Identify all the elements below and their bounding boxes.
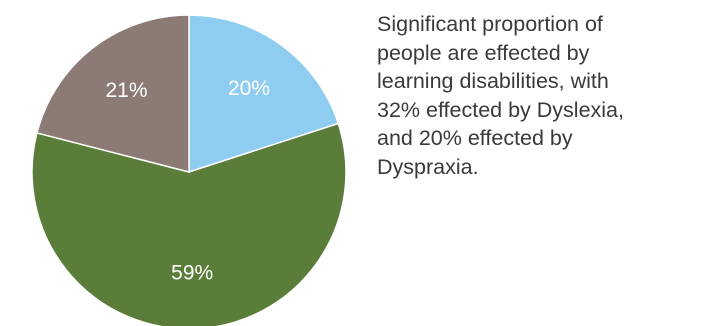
caption-line: people are effected by — [377, 40, 590, 65]
slice-value-label: 21% — [105, 79, 147, 102]
caption-line: Significant proportion of — [377, 12, 603, 36]
slice-value-label: 20% — [228, 77, 270, 100]
pie-slice — [188, 14, 340, 173]
caption-line: 32% effected by Dyslexia, — [377, 97, 624, 122]
caption-line: learning disabilities, with — [377, 69, 609, 94]
pie-slice — [31, 122, 347, 326]
caption-line: and 20% effected by — [377, 126, 573, 151]
pie-chart: 20% 59% 21% — [31, 14, 347, 326]
slice-value-label: 59% — [171, 262, 213, 285]
caption-line: Dyspraxia. — [377, 154, 479, 179]
pie-slice — [36, 14, 190, 173]
chart-caption: Significant proportion of people are eff… — [377, 10, 717, 182]
